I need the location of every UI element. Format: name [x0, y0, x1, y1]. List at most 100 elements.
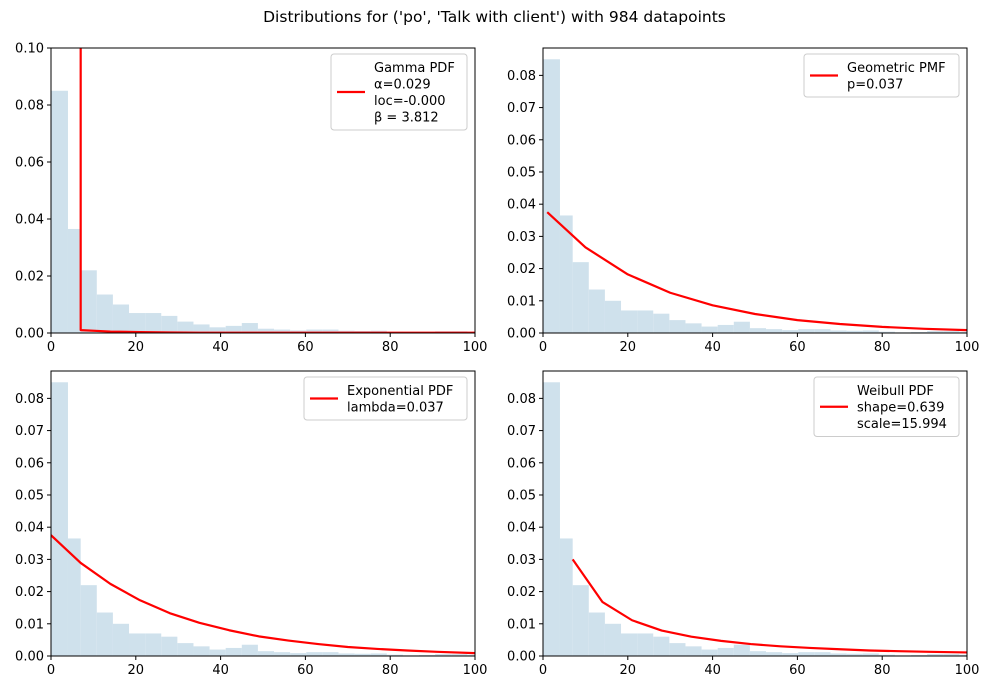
y-tick-label: 0.01	[15, 617, 44, 632]
y-tick-label: 0.08	[507, 69, 536, 84]
histogram-bar	[386, 654, 403, 656]
axes-frame	[542, 47, 968, 334]
axes-frame	[542, 370, 968, 657]
legend-text: scale=15.994	[857, 417, 947, 432]
x-tick-label: 100	[955, 340, 980, 355]
x-tick-label: 20	[128, 340, 145, 355]
x-tick-label: 80	[382, 340, 399, 355]
histogram-bar	[588, 612, 605, 656]
histogram	[51, 90, 475, 333]
x-tick-label: 0	[47, 340, 55, 355]
histogram-bar	[241, 644, 258, 656]
histogram-bar	[177, 643, 194, 656]
x-tick-label: 0	[539, 340, 547, 355]
histogram-bar	[701, 649, 718, 656]
histogram-bar	[543, 59, 560, 333]
y-tick-label: 0.08	[15, 392, 44, 407]
y-tick-label: 0.00	[507, 327, 536, 342]
x-tick-label: 60	[297, 340, 314, 355]
histogram-bar	[959, 654, 967, 656]
x-tick-label: 60	[789, 340, 806, 355]
histogram-bar	[669, 643, 686, 656]
histogram-bar	[51, 90, 68, 333]
histogram-bar	[290, 653, 307, 656]
histogram-bar	[67, 538, 81, 656]
histogram-bar	[193, 646, 210, 656]
y-tick-label: 0.05	[507, 488, 536, 503]
chart-panel-top-right: 0 20 40 60 80 100 0.00 0.01 0.02 0.03 0.04 0.05 0.06…	[507, 47, 980, 355]
histogram-bar	[129, 633, 146, 656]
histogram-bar	[621, 633, 638, 656]
y-tick-label: 0.06	[507, 456, 536, 471]
x-tick-label: 100	[463, 663, 488, 678]
chart-panel-bottom-left: 0 20 40 60 80 100 0.00 0.01 0.02 0.03 0.04 0.05 0.06…	[15, 370, 488, 678]
y-tick-label: 0.02	[15, 585, 44, 600]
axes-frame	[50, 370, 476, 657]
histogram-bar	[145, 313, 162, 333]
fit-curve-line	[571, 558, 967, 654]
histogram-bar	[782, 330, 799, 333]
histogram-bar	[637, 310, 654, 333]
y-tick-label: 0.04	[15, 521, 44, 536]
y-tick-label: 0.07	[507, 424, 536, 439]
histogram-bar	[543, 382, 560, 656]
histogram-bar	[637, 633, 654, 656]
histogram-bar	[943, 654, 960, 656]
histogram-bar	[161, 636, 178, 656]
histogram-bar	[274, 652, 291, 656]
histogram-bar	[814, 652, 831, 656]
histogram-bar	[177, 321, 194, 333]
histogram-bar	[129, 313, 146, 333]
y-tick-label: 0.02	[507, 585, 536, 600]
histogram-bar	[80, 270, 97, 333]
histogram-bar	[830, 330, 847, 333]
histogram-bar	[733, 321, 750, 333]
histogram-bar	[701, 326, 718, 333]
x-tick-label: 0	[539, 663, 547, 678]
histogram-bar	[435, 654, 452, 656]
histogram-bar	[621, 310, 638, 333]
histogram-bar	[322, 652, 339, 656]
histogram-bar	[257, 328, 275, 333]
y-tick-label: 0.03	[507, 230, 536, 245]
histogram-bar	[846, 330, 863, 333]
histogram-bar	[354, 653, 371, 656]
histogram-bar	[798, 329, 815, 333]
histogram-bar	[274, 329, 291, 333]
histogram-bar	[749, 328, 767, 333]
histogram-bar	[717, 324, 734, 333]
legend-text: shape=0.639	[857, 401, 944, 416]
y-tick-label: 0.10	[15, 42, 44, 57]
histogram-bar	[306, 329, 323, 333]
histogram-bar	[830, 653, 847, 656]
y-tick-label: 0.03	[15, 553, 44, 568]
legend-box	[303, 376, 468, 421]
histogram-bar	[766, 652, 783, 656]
histogram-bar	[717, 647, 734, 656]
x-tick-label: 40	[212, 663, 229, 678]
histogram-bar	[846, 653, 863, 656]
histogram-bar	[814, 329, 831, 333]
fit-curve-line	[546, 211, 967, 332]
histogram-bar	[112, 623, 130, 656]
histogram-bar	[927, 331, 944, 333]
y-tick-label: 0.05	[507, 165, 536, 180]
y-tick-label: 0.04	[507, 521, 536, 536]
chart-panel-top-left: 0 20 40 60 80 100 0.00 0.02 0.04 0.06 0.08 0.10 Gamm…	[15, 42, 487, 356]
histogram-bar	[559, 538, 573, 656]
y-tick-label: 0.00	[15, 650, 44, 665]
histogram-bar	[559, 215, 573, 333]
histogram-bar	[145, 633, 162, 656]
x-tick-label: 60	[297, 663, 314, 678]
y-tick-label: 0.01	[507, 294, 536, 309]
legend-box	[803, 53, 960, 98]
fit-curve-line	[51, 534, 475, 655]
histogram-bar	[257, 651, 275, 656]
y-tick-label: 0.06	[15, 456, 44, 471]
y-tick-label: 0.08	[507, 392, 536, 407]
histogram-bar	[96, 294, 113, 333]
histogram-bar	[67, 228, 81, 333]
x-tick-label: 40	[704, 663, 721, 678]
legend-text: p=0.037	[847, 78, 903, 93]
